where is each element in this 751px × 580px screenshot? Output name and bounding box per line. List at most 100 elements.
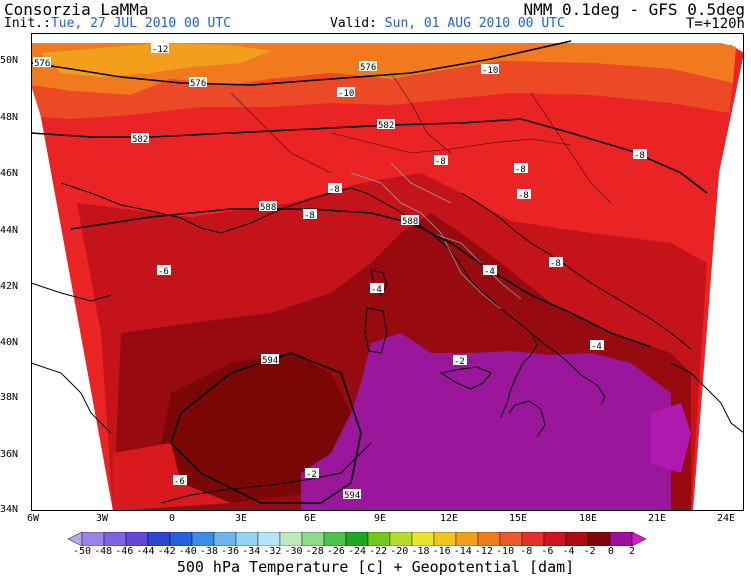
temperature-label: -6 [158, 267, 169, 277]
map-frame [31, 33, 744, 511]
lead-time: T=+120h [685, 16, 745, 32]
colorbar-tick-label: -40 [178, 546, 197, 557]
colorbar-tick-label: -44 [136, 546, 155, 557]
geopotential-label: 576 [360, 63, 376, 73]
geopotential-label: 582 [378, 121, 394, 131]
field-description: 500 hPa Temperature [c] + Geopotential [… [176, 558, 575, 576]
lat-label: 40N [0, 337, 19, 348]
temperature-label: -8 [515, 165, 526, 175]
colorbar [68, 532, 647, 546]
lon-label: 6W [26, 513, 40, 524]
geopotential-label: 594 [262, 356, 278, 366]
colorbar-swatch [455, 532, 479, 546]
colorbar-swatch [257, 532, 281, 546]
temperature-label: -10 [482, 66, 498, 76]
temperature-label: -6 [174, 477, 185, 487]
colorbar-swatch [477, 532, 501, 546]
lat-label: 46N [0, 168, 19, 179]
geopotential-label: 576 [34, 59, 50, 69]
lat-label: 34N [0, 504, 19, 515]
colorbar-arrow-low [68, 532, 83, 546]
colorbar-tick-label: -14 [453, 546, 472, 557]
colorbar-tick-label: -50 [72, 546, 92, 557]
colorbar-swatch [191, 532, 215, 546]
colorbar-swatch [147, 532, 171, 546]
lat-label: 42N [0, 281, 19, 292]
lat-label: 50N [0, 55, 19, 66]
colorbar-swatch [543, 532, 567, 546]
colorbar-tick-label: -24 [347, 546, 367, 557]
geopotential-label: 588 [402, 217, 418, 227]
lat-label: 44N [0, 225, 19, 236]
colorbar-swatch [587, 532, 611, 546]
colorbar-tick-label: -22 [369, 546, 388, 557]
lon-label: 12E [439, 513, 459, 524]
lat-label: 38N [0, 392, 19, 403]
temperature-label: -2 [454, 357, 465, 367]
colorbar-swatch [235, 532, 259, 546]
temperature-label: -8 [329, 185, 340, 195]
lon-label: 18E [578, 513, 598, 524]
colorbar-swatch [521, 532, 545, 546]
temperature-label: -4 [371, 285, 382, 295]
lon-label: 21E [647, 513, 667, 524]
colorbar-swatch [433, 532, 457, 546]
colorbar-swatch [81, 532, 105, 546]
temp-band-purple [301, 333, 671, 511]
colorbar-tick-label: -4 [562, 546, 575, 557]
colorbar-tick-label: -46 [115, 546, 134, 557]
temperature-label: -10 [338, 89, 354, 99]
colorbar-tick-label: -34 [242, 546, 261, 557]
borders [230, 72, 612, 204]
organization-title: Consorzia LaMMa [4, 0, 149, 19]
temperature-label: -8 [550, 259, 561, 269]
lon-label: 9E [373, 513, 387, 524]
colorbar-tick-label: -28 [305, 546, 324, 557]
colorbar-swatch [411, 532, 435, 546]
temperature-label: -8 [518, 191, 529, 201]
colorbar-swatch [609, 532, 633, 546]
init-label: Init.: [4, 16, 51, 31]
colorbar-swatch [103, 532, 127, 546]
lon-label: 6E [303, 513, 317, 524]
geopotential-label: 588 [260, 203, 276, 213]
model-title: NMM 0.1deg - GFS 0.5deg [523, 0, 745, 19]
colorbar-swatch [213, 532, 237, 546]
forecast-map: 576 576 576 582 582 588 588 594 594 -12 … [31, 33, 744, 511]
valid-time: Valid: Sun, 01 AUG 2010 00 UTC [330, 16, 565, 31]
colorbar-tick-label: -42 [157, 546, 176, 557]
colorbar-tick-label: -48 [94, 546, 113, 557]
colorbar-tick-label: -10 [496, 546, 515, 557]
colorbar-tick-label: 0 [607, 546, 614, 557]
colorbar-swatch [301, 532, 325, 546]
temp-band-magenta [651, 403, 691, 473]
geopotential-label-group: 576 576 576 582 582 588 588 594 594 [33, 57, 419, 501]
temperature-label: -8 [634, 151, 645, 161]
colorbar-tick-label: -2 [583, 546, 596, 557]
colorbar-tick-label: 2 [628, 546, 636, 557]
colorbar-swatch [125, 532, 149, 546]
lon-label: 24E [716, 513, 736, 524]
lat-label: 36N [0, 449, 19, 460]
valid-value: Sun, 01 AUG 2010 00 UTC [384, 16, 565, 31]
geopotential-label: 576 [190, 79, 206, 89]
colorbar-tick-label: -8 [520, 546, 533, 557]
lon-label: 3W [95, 513, 109, 524]
colorbar-tick-label: -38 [199, 546, 218, 557]
temperature-label: -8 [304, 211, 315, 221]
temp-band-south-red [113, 443, 231, 511]
regional-boundaries [350, 162, 522, 310]
colorbar-tick-label: -26 [326, 546, 345, 557]
temperature-label: -4 [591, 342, 602, 352]
temperature-label: -4 [484, 267, 495, 277]
colorbar-swatch [345, 532, 369, 546]
colorbar-swatch [389, 532, 413, 546]
temperature-label: -12 [152, 45, 168, 55]
map-panel: 576 576 576 582 582 588 588 594 594 -12 … [31, 33, 744, 511]
colorbar-swatch [323, 532, 347, 546]
colorbar-tick-label: -30 [284, 546, 303, 557]
temperature-label-group: -12 -10 -10 -8 -8 -8 -8 -8 -8 -8 -6 -4 -… [151, 43, 647, 487]
colorbar-swatch [169, 532, 193, 546]
colorbar-tick-label: -36 [221, 546, 240, 557]
temperature-label: -2 [306, 470, 317, 480]
